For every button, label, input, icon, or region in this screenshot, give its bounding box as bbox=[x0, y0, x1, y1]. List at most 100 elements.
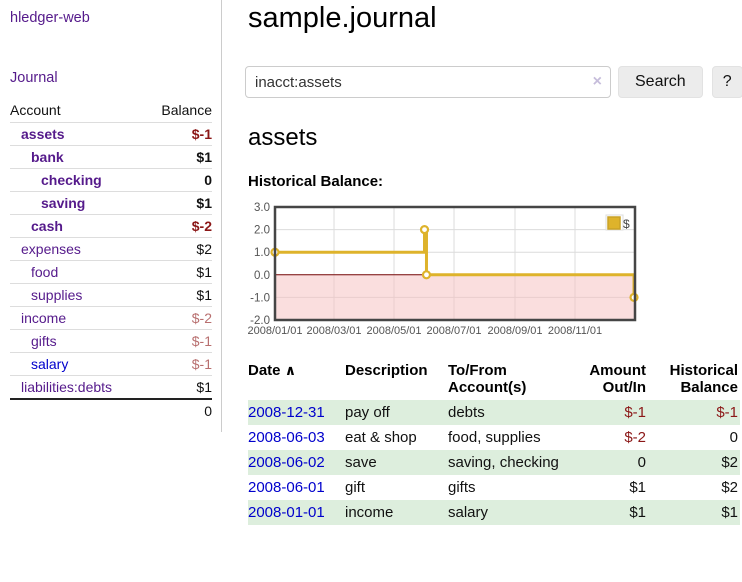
account-balance: $2 bbox=[145, 237, 212, 261]
svg-text:2008/05/01: 2008/05/01 bbox=[366, 325, 421, 337]
account-link[interactable]: gifts bbox=[31, 333, 57, 349]
transaction-date-link[interactable]: 2008-06-03 bbox=[248, 429, 325, 446]
account-heading: assets bbox=[248, 124, 318, 151]
account-row: checking 0 bbox=[10, 168, 212, 192]
account-link[interactable]: supplies bbox=[31, 287, 83, 303]
transaction-balance: $1 bbox=[648, 500, 740, 525]
search-button[interactable]: Search bbox=[618, 66, 703, 98]
account-link[interactable]: food bbox=[31, 264, 59, 280]
transaction-description: income bbox=[345, 500, 448, 525]
accounts-column-header: To/From Account(s) bbox=[448, 362, 527, 396]
account-row: salary $-1 bbox=[10, 352, 212, 376]
transaction-date-link[interactable]: 2008-06-01 bbox=[248, 479, 325, 496]
transaction-row: 2008-06-03 eat & shop food, supplies $-2 0 bbox=[248, 425, 740, 450]
account-row: cash $-2 bbox=[10, 214, 212, 238]
account-balance: $-1 bbox=[145, 352, 212, 376]
account-link[interactable]: salary bbox=[31, 356, 69, 372]
transaction-description: save bbox=[345, 450, 448, 475]
svg-text:2.0: 2.0 bbox=[254, 225, 270, 237]
transaction-row: 2008-06-01 gift gifts $1 $2 bbox=[248, 475, 740, 500]
svg-text:2008/01/01: 2008/01/01 bbox=[247, 325, 302, 337]
sort-ascending-icon: ∧ bbox=[284, 362, 297, 378]
transaction-date: 2008-06-02 bbox=[248, 450, 345, 475]
clear-search-icon[interactable]: × bbox=[592, 73, 602, 90]
account-rows: assets $-1 bank $1 checking 0 saving $1 cash $-2 e… bbox=[10, 122, 212, 399]
transaction-description: gift bbox=[345, 479, 366, 496]
transaction-description: pay off bbox=[345, 400, 448, 425]
page-title: sample.journal bbox=[248, 2, 437, 34]
transaction-date: 2008-06-03 bbox=[248, 425, 345, 450]
account-row: supplies $1 bbox=[10, 283, 212, 307]
account-row: gifts $-1 bbox=[10, 329, 212, 353]
account-balance: $1 bbox=[145, 260, 212, 284]
transaction-description: eat & shop bbox=[345, 429, 417, 446]
transaction-date: 2008-06-01 bbox=[248, 475, 345, 500]
account-balance: $1 bbox=[145, 375, 212, 399]
register-rows: 2008-12-31 pay off debts $-1 $-1 2008-06-03 ea… bbox=[248, 400, 740, 525]
account-link[interactable]: cash bbox=[31, 218, 63, 234]
help-button[interactable]: ? bbox=[711, 66, 742, 98]
account-link[interactable]: checking bbox=[41, 172, 102, 188]
date-column-header[interactable]: Date ∧ bbox=[248, 362, 297, 379]
transaction-amount: $1 bbox=[629, 479, 646, 496]
account-row: assets $-1 bbox=[10, 122, 212, 146]
account-link[interactable]: assets bbox=[21, 126, 65, 142]
svg-text:2008/09/01: 2008/09/01 bbox=[487, 325, 542, 337]
balance-column-header: Balance bbox=[161, 102, 212, 118]
transaction-balance: $-1 bbox=[648, 400, 740, 425]
balance-column-header: Historical Balance bbox=[669, 362, 738, 396]
account-row: liabilities:debts $1 bbox=[10, 375, 212, 399]
transaction-balance: $2 bbox=[648, 450, 740, 475]
account-column-header: Account bbox=[10, 102, 61, 118]
total-balance: 0 bbox=[145, 398, 212, 422]
svg-text:2008/03/01: 2008/03/01 bbox=[306, 325, 361, 337]
account-row: income $-2 bbox=[10, 306, 212, 330]
transaction-row: 2008-01-01 income salary $1 $1 bbox=[248, 500, 740, 525]
account-balance: $-2 bbox=[145, 306, 212, 330]
chart-title: Historical Balance: bbox=[248, 173, 384, 190]
account-balance: $-2 bbox=[145, 214, 212, 238]
svg-text:2008/11/01: 2008/11/01 bbox=[548, 325, 602, 337]
sidebar: hledger-web Journal Account Balance asse… bbox=[0, 0, 222, 432]
svg-text:0.0: 0.0 bbox=[254, 270, 270, 282]
main-content: sample.journal × Search ? assets Histori… bbox=[245, 0, 742, 582]
svg-text:3.0: 3.0 bbox=[254, 202, 270, 214]
account-balance: $-1 bbox=[145, 122, 212, 146]
account-balance-table: Account Balance assets $-1 bank $1 checking 0… bbox=[10, 99, 212, 422]
transaction-accounts: gifts bbox=[448, 479, 476, 496]
account-balance: 0 bbox=[145, 168, 212, 192]
account-link[interactable]: liabilities:debts bbox=[21, 379, 113, 395]
transaction-balance: $2 bbox=[721, 479, 738, 496]
account-link[interactable]: income bbox=[21, 310, 67, 326]
transaction-accounts: salary bbox=[448, 500, 576, 525]
account-row: saving $1 bbox=[10, 191, 212, 215]
transaction-amount: 0 bbox=[576, 450, 648, 475]
account-link[interactable]: bank bbox=[31, 149, 64, 165]
svg-text:-2.0: -2.0 bbox=[250, 315, 270, 327]
svg-text:1.0: 1.0 bbox=[254, 247, 270, 259]
search-bar: × Search ? bbox=[245, 66, 742, 98]
svg-text:2008/07/01: 2008/07/01 bbox=[426, 325, 481, 337]
description-column-header: Description bbox=[345, 362, 428, 379]
account-link[interactable]: saving bbox=[41, 195, 86, 211]
account-link[interactable]: expenses bbox=[21, 241, 81, 257]
nav-journal-link[interactable]: Journal bbox=[10, 70, 58, 86]
transaction-row: 2008-06-02 save saving, checking 0 $2 bbox=[248, 450, 740, 475]
transaction-accounts: food, supplies bbox=[448, 429, 541, 446]
transaction-amount: $1 bbox=[576, 500, 648, 525]
transaction-date-link[interactable]: 2008-01-01 bbox=[248, 504, 325, 521]
brand-link[interactable]: hledger-web bbox=[10, 10, 90, 26]
search-input[interactable] bbox=[245, 66, 611, 98]
transaction-date-link[interactable]: 2008-12-31 bbox=[248, 404, 325, 421]
svg-text:-1.0: -1.0 bbox=[250, 292, 270, 304]
transaction-balance: 0 bbox=[729, 429, 738, 446]
account-balance: $-1 bbox=[145, 329, 212, 353]
transaction-accounts: saving, checking bbox=[448, 450, 576, 475]
transaction-date-link[interactable]: 2008-06-02 bbox=[248, 454, 325, 471]
transaction-accounts: debts bbox=[448, 400, 576, 425]
amount-column-header: Amount Out/In bbox=[589, 362, 646, 396]
transaction-amount: $-2 bbox=[624, 429, 646, 446]
transaction-amount: $-1 bbox=[576, 400, 648, 425]
account-balance: $1 bbox=[145, 145, 212, 169]
